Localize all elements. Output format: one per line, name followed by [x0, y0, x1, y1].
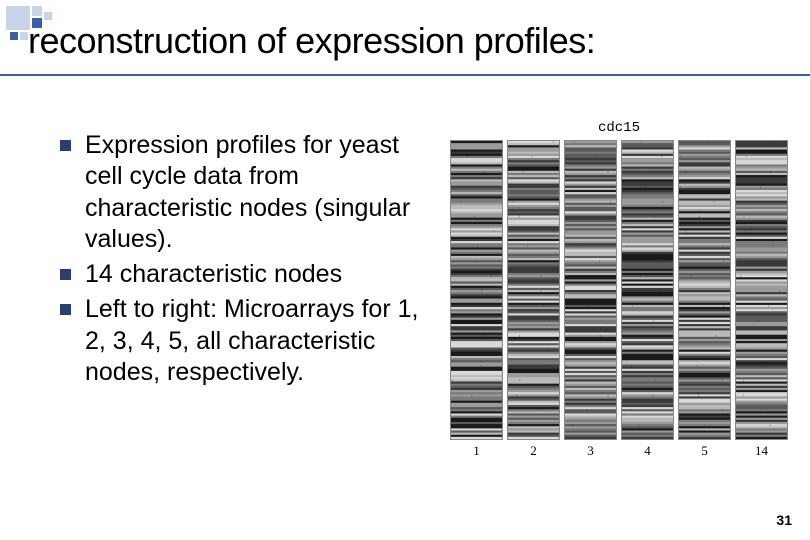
microarray-columns [450, 140, 788, 440]
slide-title: reconstruction of expression profiles: [28, 20, 595, 62]
list-item: 14 characteristic nodes [60, 259, 430, 290]
bullet-icon [60, 269, 71, 280]
bullet-text: 14 characteristic nodes [85, 259, 342, 290]
figure-xlabels: 1234514 [450, 443, 788, 459]
bullet-text: Expression profiles for yeast cell cycle… [85, 130, 430, 255]
title-underline [0, 74, 810, 76]
microarray-figure: cdc15 1234514 [450, 120, 788, 460]
figure-title: cdc15 [450, 120, 788, 136]
figure-xlabel: 14 [735, 443, 788, 459]
microarray-column [507, 140, 560, 440]
microarray-column [621, 140, 674, 440]
list-item: Left to right: Microarrays for 1, 2, 3, … [60, 294, 430, 388]
bullet-icon [60, 140, 71, 151]
microarray-column [735, 140, 788, 440]
figure-xlabel: 5 [678, 443, 731, 459]
bullet-icon [60, 304, 71, 315]
figure-xlabel: 4 [621, 443, 674, 459]
figure-xlabel: 3 [564, 443, 617, 459]
bullet-list: Expression profiles for yeast cell cycle… [60, 130, 430, 392]
figure-xlabel: 1 [450, 443, 503, 459]
list-item: Expression profiles for yeast cell cycle… [60, 130, 430, 255]
page-number: 31 [776, 512, 792, 528]
microarray-column [564, 140, 617, 440]
bullet-text: Left to right: Microarrays for 1, 2, 3, … [85, 294, 430, 388]
figure-xlabel: 2 [507, 443, 560, 459]
microarray-column [678, 140, 731, 440]
microarray-column [450, 140, 503, 440]
